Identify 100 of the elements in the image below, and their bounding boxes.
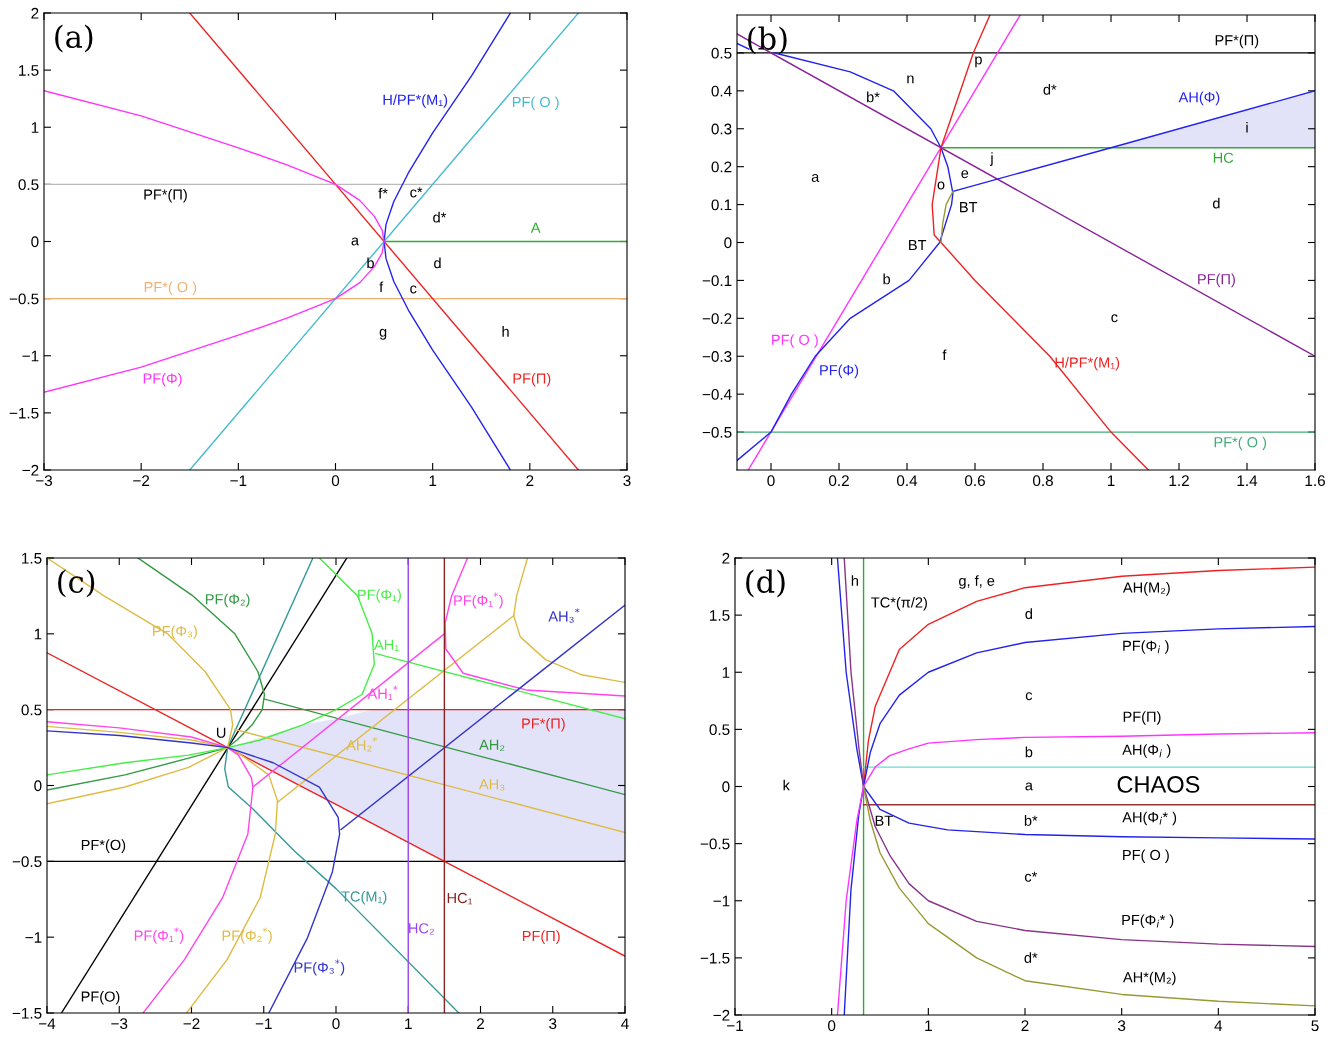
y-tick-label: 0.5 [711,47,732,59]
annotation: d [1212,197,1220,209]
x-tick-label: −2 [183,1018,200,1029]
series-label: PF(Π) [522,930,560,944]
series-label: AH₁$^{*}$ [367,685,398,700]
x-tick-label: 0.6 [964,475,985,487]
annotation: b [1025,746,1033,758]
x-tick-label: 4 [1214,1020,1223,1031]
annotation: f* [378,187,388,199]
annotation: AH(Φ$_{i}$ ) [1122,744,1171,758]
chart-title: (b) [748,26,787,55]
annotation: BT [909,240,927,251]
series-label: PF(Φ₁$^{*}$) [454,592,503,609]
x-tick-label: −2 [133,475,150,486]
series-label: AH₃$^{*}$ [548,608,580,623]
x-tick-label: 1 [925,1020,932,1031]
x-tick-label: 1 [1107,475,1115,486]
annotation: g [379,328,387,340]
series-label: HC₁ [447,892,473,905]
y-tick-label: 0 [722,781,730,793]
annotation: b [367,257,374,269]
series-label: PF*(Π) [522,718,565,732]
annotation: BT [960,202,978,213]
y-tick-label: −0.5 [12,856,42,868]
series-label: PF(Φ₁$^{*}$) [134,927,184,944]
annotation: c [410,285,417,294]
y-tick-label: −0.1 [702,275,732,287]
series-label: AH(Φ) [1178,91,1220,106]
annotation: a [351,237,359,246]
x-tick-label: 1.2 [1169,475,1189,486]
y-tick-label: 0.2 [711,161,732,173]
y-tick-label: 0.5 [21,704,42,716]
annotation: i [1246,121,1248,133]
annotation: c [1025,692,1033,701]
x-tick-label: 5 [1311,1020,1319,1032]
series-label: H/PF*(M₁) [1055,357,1120,371]
series-label: PF( O ) [772,334,818,348]
y-tick-label: −0.4 [702,389,732,400]
annotation: AH(M₂) [1122,582,1170,596]
x-tick-label: 2 [1021,1020,1029,1031]
annotation: c* [410,187,423,198]
y-tick-label: 0 [34,780,42,792]
x-tick-label: 0 [332,1018,340,1030]
series-label: PF( O ) [512,96,559,111]
x-tick-label: 4 [621,1018,629,1029]
annotation: AH(Φ$_{i}$* ) [1122,811,1177,826]
annotation: p [975,56,982,68]
annotation: c* [1024,871,1038,882]
annotation: PF*(Π) [144,189,187,203]
legend-label: PF*(Π) [1215,34,1259,49]
x-tick-label: 0.4 [896,475,918,487]
annotation: U [216,727,226,738]
annotation: b [883,273,891,285]
y-tick-label: 0.5 [18,179,39,191]
series-label: PF*( O ) [1214,436,1267,451]
y-tick-label: −2 [713,1009,730,1021]
annotation: a [811,173,820,182]
annotation: CHAOS [1117,776,1200,793]
series-label: AH₂ [479,739,505,752]
series-label: PF*( O ) [144,281,197,296]
chart-title: (d) [746,569,785,598]
series-label: AH₁ [374,639,399,651]
y-tick-label: 1.5 [19,65,39,76]
x-tick-label: 1 [405,1018,412,1029]
chart-title: (a) [55,24,93,53]
y-tick-label: 1 [34,628,42,640]
annotation: TC*(π/2) [871,596,927,611]
series-label: PF(Φ) [143,372,182,387]
series-label: AH₃ [478,779,505,791]
annotation: f [379,281,384,293]
x-tick-label: 0 [331,475,340,487]
y-tick-label: −1 [25,932,42,943]
x-tick-label: 0.2 [828,475,849,487]
y-tick-label: −1.5 [700,952,730,964]
series-label: A [530,222,541,233]
annotation: h [851,575,858,586]
y-tick-label: −1 [713,895,730,907]
x-tick-label: 3 [1118,1020,1126,1032]
y-tick-label: −0.5 [702,426,732,438]
y-tick-label: 0 [724,237,732,249]
x-tick-label: 0 [767,475,775,487]
y-tick-label: 0.4 [711,85,732,97]
series-label: PF*(O) [81,839,126,853]
series-label: PF(Π) [513,372,551,387]
annotation: b* [867,91,880,103]
x-tick-label: −1 [230,475,247,486]
y-tick-label: −1.5 [12,1008,42,1019]
series-label: PF(O) [81,991,120,1005]
annotation: AH*(M₂) [1123,971,1176,986]
y-tick-label: 1.5 [22,553,42,564]
x-tick-label: 1.6 [1305,475,1325,487]
x-tick-label: −3 [111,1018,128,1030]
y-tick-label: 1 [722,667,730,678]
annotation: d [434,257,441,269]
series-label: PF(Φ) [820,364,859,379]
series-label: PF(Φ₁) [358,589,401,603]
series-label: PF(Π) [1198,273,1235,288]
y-tick-label: 2 [722,552,730,564]
series-label: H/PF*(M₁) [383,94,448,108]
x-tick-label: 3 [549,1018,557,1030]
